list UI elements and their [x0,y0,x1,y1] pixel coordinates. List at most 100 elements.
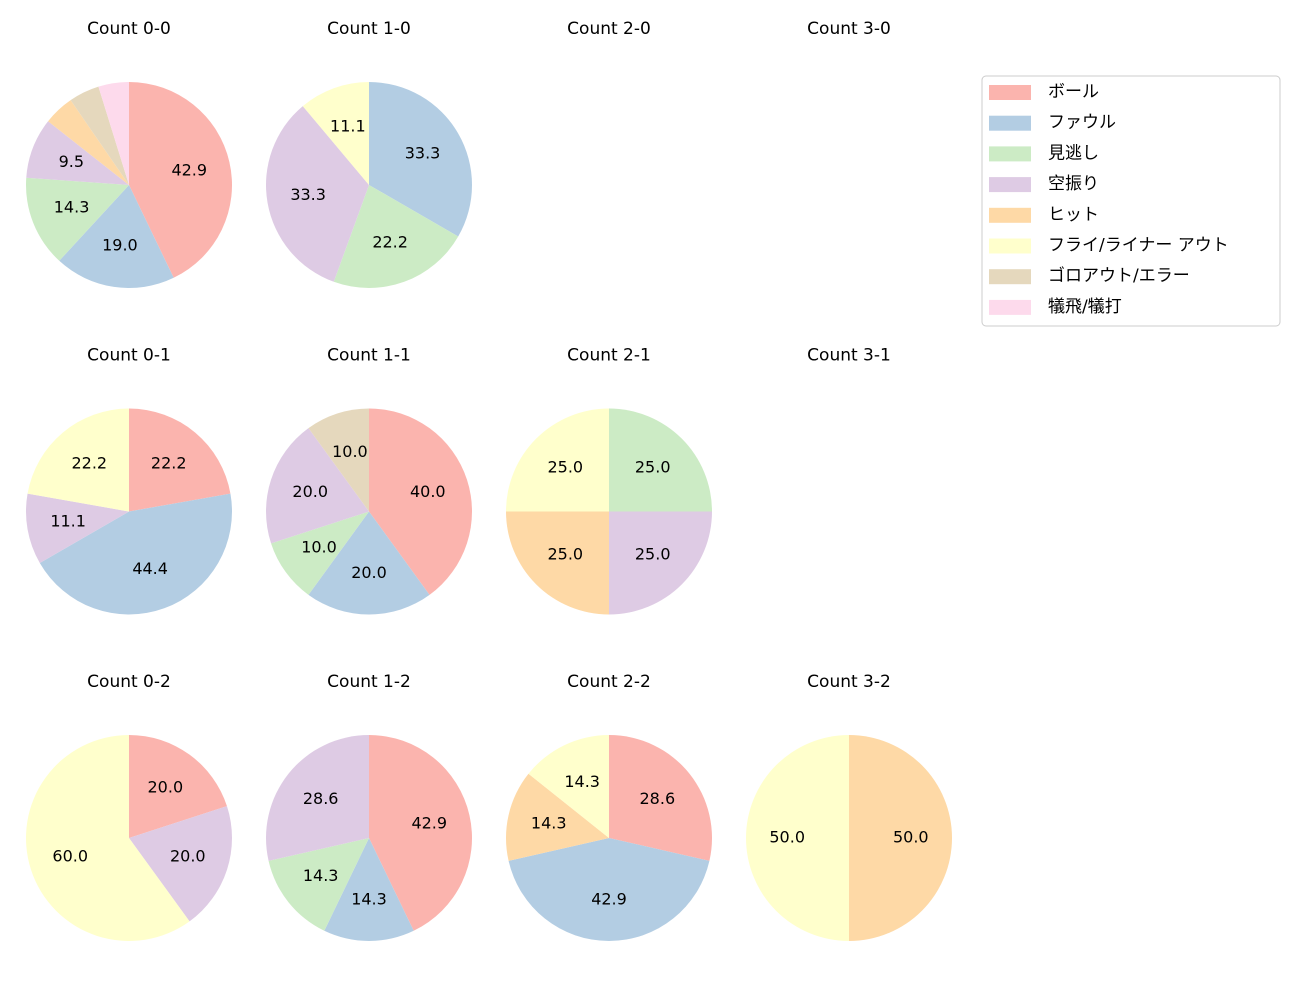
pie-slice [506,511,609,615]
legend-label: フライ/ライナー アウト [1048,236,1229,256]
chart-title: Count 1-0 [327,19,411,39]
pie-slice [609,408,712,512]
legend-label: 犠飛/犠打 [1048,297,1122,317]
legend-swatch [989,299,1031,315]
pie-slice [849,735,952,941]
pie-slice [26,493,129,563]
slice-label: 60.0 [52,847,88,866]
pie-slice [129,806,232,922]
pie-slice [369,735,472,931]
legend-label: ゴロアウト/エラー [1048,265,1190,286]
chart-title: Count 1-2 [327,672,411,692]
slice-label: 42.9 [591,889,627,908]
pie-slice [266,735,369,861]
slice-label: 14.3 [303,866,339,885]
chart-title: Count 2-1 [567,346,651,366]
slice-label: 28.6 [303,789,339,808]
legend-swatch [989,146,1031,162]
legend-label: 空振り [1048,174,1099,194]
slice-label: 44.4 [132,559,168,578]
pie-slice [48,100,129,185]
slice-label: 11.1 [50,512,86,531]
chart-title: Count 0-0 [87,19,171,39]
pie-slice [333,185,459,289]
slice-label: 20.0 [170,847,206,866]
pie-slice [59,185,174,288]
legend-swatch [989,207,1031,223]
pie-slice [266,428,369,544]
slice-label: 25.0 [547,457,583,476]
pie-slice [271,511,369,595]
pie-slice [129,735,227,838]
pie-slice [70,86,129,185]
pie-slice [129,82,233,278]
slice-label: 14.3 [531,814,567,833]
pie-slice [308,408,369,512]
pie-slice [39,493,233,615]
pie-slice [98,82,129,185]
slice-label: 40.0 [410,482,446,501]
chart-title: Count 1-1 [327,346,411,366]
slice-label: 14.3 [564,772,600,791]
pie-slice [506,408,609,512]
pie-slice [369,408,472,595]
slice-label: 50.0 [769,828,805,847]
slice-label: 20.0 [148,778,184,797]
chart-title: Count 0-2 [87,672,171,692]
pie-slice [508,838,710,941]
slice-label: 25.0 [635,545,671,564]
legend-swatch [989,115,1031,131]
slice-label: 22.2 [372,233,408,252]
legend-label: ヒット [1048,205,1099,225]
pie-slice [746,735,849,941]
legend-swatch [989,269,1031,285]
slice-label: 20.0 [292,482,328,501]
slice-label: 42.9 [411,814,447,833]
pie-slice [609,735,712,861]
pie-slice [609,511,712,615]
slice-label: 11.1 [330,116,366,135]
slice-label: 50.0 [893,828,929,847]
slice-label: 33.3 [290,185,326,204]
slice-label: 42.9 [171,161,207,180]
pie-slice [266,106,369,282]
chart-title: Count 2-0 [567,19,651,39]
legend-box [981,75,1281,327]
pie-slice [506,773,609,861]
slice-label: 28.6 [640,789,676,808]
chart-title: Count 3-0 [807,19,891,39]
pie-slice [302,82,369,185]
slice-label: 9.5 [59,152,84,171]
legend-swatch [989,177,1031,193]
pie-slice [268,838,369,931]
legend-label: 見逃し [1048,143,1099,163]
pie-slice [308,511,430,615]
chart-title: Count 2-2 [567,672,651,692]
slice-label: 14.3 [54,197,90,216]
slice-label: 20.0 [351,563,387,582]
chart-title: Count 3-1 [807,346,891,366]
slice-label: 10.0 [332,442,368,461]
legend-label: ファウル [1048,113,1116,133]
pie-slice [324,838,414,941]
pie-slice [27,408,129,512]
pie-slice [528,735,609,838]
pie-slice [26,121,129,185]
slice-label: 22.2 [151,454,187,473]
slice-label: 33.3 [405,144,441,163]
slice-label: 25.0 [547,545,583,564]
slice-label: 22.2 [71,454,107,473]
pie-slice [26,735,190,942]
slice-label: 10.0 [301,537,337,556]
slice-label: 25.0 [635,457,671,476]
pie-slice [129,408,231,512]
pie-slice [369,82,472,237]
slice-label: 19.0 [102,236,138,255]
slice-label: 14.3 [351,889,387,908]
legend-swatch [989,238,1031,254]
legend-swatch [989,85,1031,100]
pie-slice [26,177,130,261]
chart-title: Count 3-2 [807,672,891,692]
legend-label: ボール [1048,82,1099,102]
